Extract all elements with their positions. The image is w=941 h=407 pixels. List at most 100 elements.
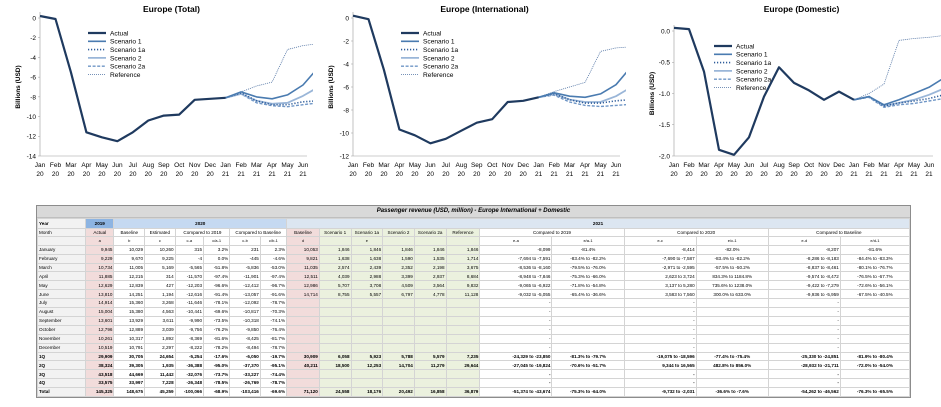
table-cell: 7,228 bbox=[144, 378, 176, 389]
column-header: Scenario 2 bbox=[382, 227, 415, 238]
row-label: Total bbox=[36, 387, 87, 397]
x-tick-label: Jan bbox=[669, 162, 680, 169]
table-cell: -8,207 bbox=[767, 244, 841, 255]
table-cell: 39,305 bbox=[113, 360, 146, 371]
series-line-s1 bbox=[225, 72, 313, 100]
x-tick-year: 21 bbox=[925, 171, 933, 178]
table-cell bbox=[350, 378, 384, 389]
table-cell bbox=[695, 369, 769, 380]
table-cell bbox=[551, 333, 625, 344]
table-cell: 10,260 bbox=[144, 244, 176, 255]
x-tick-label: Apr bbox=[580, 162, 591, 169]
table-cell bbox=[445, 307, 481, 317]
table-row: May 12,629 12,839 427 -12,203 -96.6% -12,412 -9… bbox=[36, 280, 911, 291]
table-cell: 29,644 bbox=[445, 360, 481, 371]
formula-header: c bbox=[144, 236, 176, 246]
table-cell: 36,879 bbox=[445, 387, 481, 397]
legend-label: Scenario 1a bbox=[423, 47, 459, 54]
table-cell: 10,029 bbox=[113, 244, 146, 255]
table-cell bbox=[382, 333, 415, 344]
table-cell bbox=[350, 342, 384, 353]
table-cell: -4 bbox=[174, 253, 205, 264]
x-tick-year: 21 bbox=[238, 171, 246, 178]
table-cell: -8,536 to -8,160 bbox=[479, 262, 553, 273]
table-cell: 3,564 bbox=[413, 280, 447, 291]
table-cell: 145,325 bbox=[85, 387, 115, 397]
table-cell: - bbox=[623, 378, 697, 389]
table-cell: - bbox=[479, 369, 553, 380]
table-cell bbox=[318, 342, 352, 353]
table-cell: -72.0% to -54.0% bbox=[839, 360, 911, 371]
row-label: July bbox=[36, 298, 87, 309]
column-header: Compared to 2019 bbox=[479, 227, 625, 238]
y-tick-label: -12 bbox=[27, 134, 37, 141]
column-header: Compared to Baseline bbox=[767, 227, 911, 238]
table-cell: 2,297 bbox=[144, 342, 176, 353]
x-tick-year: 20 bbox=[520, 171, 528, 178]
table-cell: -74.1% bbox=[259, 315, 288, 326]
table-cell: 15,380 bbox=[113, 307, 146, 317]
table-cell bbox=[445, 298, 481, 309]
formula-header bbox=[382, 236, 415, 246]
row-label: August bbox=[36, 307, 87, 317]
table-cell: 9,670 bbox=[113, 253, 146, 264]
table-cell bbox=[318, 315, 352, 326]
x-tick-year: 21 bbox=[865, 171, 873, 178]
column-header: Reference bbox=[445, 227, 481, 238]
table-cell: -76.5% to -67.7% bbox=[839, 271, 911, 282]
table-cell: 11,005 bbox=[113, 262, 146, 273]
table-cell: 12,629 bbox=[85, 280, 115, 291]
x-tick-label: Apr bbox=[81, 162, 92, 169]
table-cell: -97.4% bbox=[259, 271, 288, 282]
legend-label: Scenario 1a bbox=[736, 60, 772, 67]
table-cell: - bbox=[623, 324, 697, 335]
x-tick-year: 20 bbox=[820, 171, 828, 178]
table-cell: 30,909 bbox=[286, 351, 320, 362]
table-cell bbox=[318, 298, 352, 309]
x-tick-year: 20 bbox=[745, 171, 753, 178]
x-tick-year: 21 bbox=[222, 171, 230, 178]
formula-header: c/a-1 bbox=[203, 236, 231, 246]
table-cell bbox=[445, 342, 481, 353]
table-cell: 3,675 bbox=[445, 262, 481, 273]
y-axis-label: Billions (USD) bbox=[649, 72, 656, 115]
table-cell: -9,574 to -8,472 bbox=[767, 271, 841, 282]
table-cell bbox=[445, 333, 481, 344]
table-cell bbox=[551, 298, 625, 309]
x-tick-year: 20 bbox=[700, 171, 708, 178]
series-line-actual bbox=[352, 14, 539, 145]
table-cell: -78.5% bbox=[203, 378, 231, 389]
table-cell: -8,099 bbox=[479, 244, 553, 255]
year-2021: 2021 bbox=[286, 218, 910, 229]
table-cell: - bbox=[479, 298, 553, 309]
x-tick-label: Jun bbox=[924, 162, 935, 169]
x-tick-year: 21 bbox=[284, 171, 292, 178]
table-cell: -9,936 to -5,959 bbox=[767, 289, 841, 300]
table-cell: 44,669 bbox=[113, 369, 146, 380]
table-cell: -33,227 bbox=[229, 369, 261, 380]
x-tick-label: Jun bbox=[425, 162, 436, 169]
header-label-row: Month Actual Baseline Estimated Compared to … bbox=[36, 227, 911, 238]
x-tick-label: May bbox=[728, 162, 741, 169]
table-cell bbox=[350, 298, 384, 309]
table-cell: -9,850 bbox=[229, 324, 261, 335]
table-cell bbox=[445, 315, 481, 326]
table-cell: 1,846 bbox=[382, 244, 415, 255]
row-label: January bbox=[36, 244, 87, 255]
row-label: 1Q bbox=[36, 351, 87, 362]
table-cell bbox=[839, 307, 911, 317]
table-cell: - bbox=[767, 333, 841, 344]
table-cell: 2,988 bbox=[350, 271, 384, 282]
table-cell: 8,755 bbox=[318, 289, 352, 300]
x-tick-year: 21 bbox=[566, 171, 574, 178]
y-tick-label: -4 bbox=[30, 55, 36, 62]
row-label: September bbox=[36, 315, 87, 326]
table-cell: 12,986 bbox=[286, 280, 320, 291]
table-cell: -78.7% bbox=[259, 298, 288, 309]
table-cell: -8,286 to -8,183 bbox=[767, 253, 841, 264]
table-cell: - bbox=[767, 298, 841, 309]
table-cell: 15,004 bbox=[85, 307, 115, 317]
table-cell bbox=[695, 333, 769, 344]
legend-label: Scenario 1 bbox=[736, 52, 768, 59]
table-cell: -12,203 bbox=[174, 280, 205, 291]
